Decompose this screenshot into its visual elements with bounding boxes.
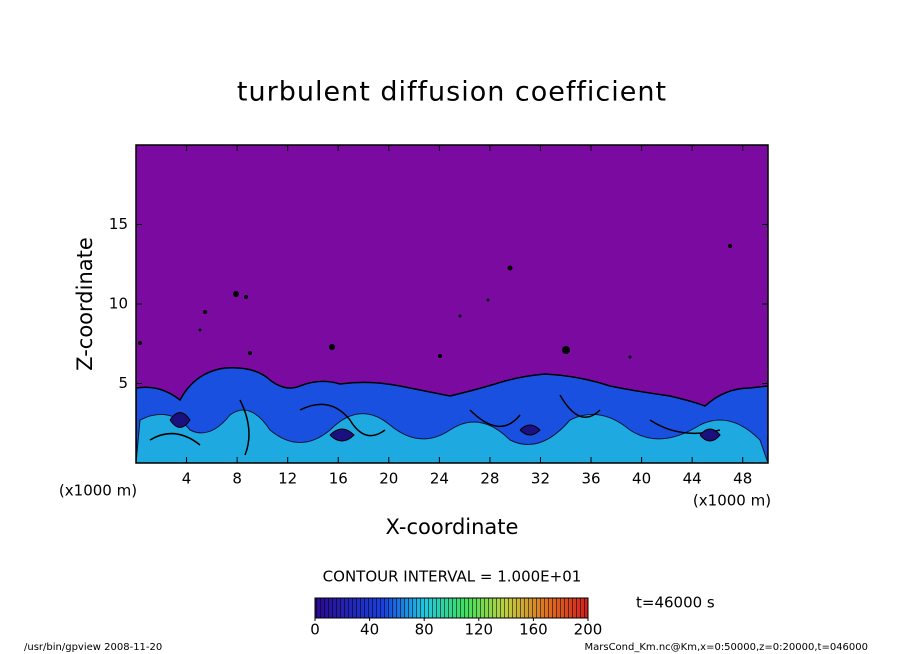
x-tick-label: 24 <box>430 470 449 488</box>
chart-title: turbulent diffusion coefficient <box>237 77 667 108</box>
x-tick-label: 28 <box>480 470 499 488</box>
colorbar-tick-label: 80 <box>415 621 434 639</box>
x-unit-right: (x1000 m) <box>693 492 771 510</box>
colorbar-tick-label: 160 <box>519 621 548 639</box>
contour-field <box>136 145 768 463</box>
colorbar-stripes <box>315 598 588 618</box>
x-tick-label: 48 <box>733 470 752 488</box>
turbulent-core <box>136 409 768 463</box>
contour-blobs <box>169 412 721 442</box>
y-tick-label: 10 <box>109 295 128 313</box>
x-unit-left: (x1000 m) <box>59 482 137 500</box>
x-tick-label: 8 <box>232 470 242 488</box>
x-axis-label: X-coordinate <box>386 515 519 539</box>
x-tick-label: 40 <box>632 470 651 488</box>
time-label: t=46000 s <box>636 594 715 612</box>
footer-right: MarsCond_Km.nc@Km,x=0:50000,z=0:20000,t=… <box>585 642 869 653</box>
x-tick-label: 44 <box>683 470 702 488</box>
colorbar-tick-label: 200 <box>574 621 603 639</box>
y-tick-label: 15 <box>109 215 128 233</box>
colorbar-tick-label: 0 <box>310 621 320 639</box>
scattered-cells <box>138 244 732 359</box>
y-tick-label: 5 <box>118 374 128 392</box>
x-tick-label: 36 <box>581 470 600 488</box>
footer-left: /usr/bin/gpview 2008-11-20 <box>24 642 162 653</box>
colorbar-tick-label: 40 <box>360 621 379 639</box>
colorbar-frame <box>314 597 589 619</box>
x-tick-label: 20 <box>379 470 398 488</box>
contour-interval: CONTOUR INTERVAL = 1.000E+01 <box>323 568 582 586</box>
x-tick-label: 32 <box>531 470 550 488</box>
x-tick-label: 12 <box>278 470 297 488</box>
contour-lines <box>149 394 721 456</box>
y-axis-label: Z-coordinate <box>73 237 97 371</box>
x-tick-label: 16 <box>329 470 348 488</box>
x-tick-label: 4 <box>182 470 192 488</box>
colorbar-tick-label: 120 <box>464 621 493 639</box>
